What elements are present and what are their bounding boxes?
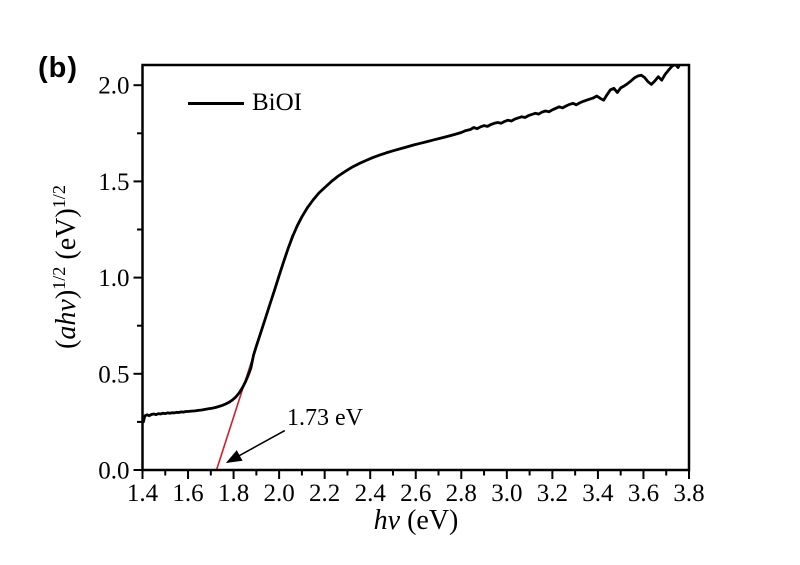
svg-text:3.6: 3.6 (628, 480, 659, 507)
svg-text:1.0: 1.0 (98, 265, 129, 292)
figure-panel-label: (b) (38, 52, 79, 84)
legend: BiOI (188, 90, 302, 116)
svg-text:3.0: 3.0 (491, 480, 522, 507)
svg-text:1.8: 1.8 (218, 480, 249, 507)
svg-text:2.0: 2.0 (264, 480, 295, 507)
svg-text:2.2: 2.2 (309, 480, 340, 507)
legend-series-label: BiOI (252, 89, 302, 116)
x-axis-title: hv (eV) (373, 505, 459, 536)
svg-text:3.2: 3.2 (537, 480, 568, 507)
svg-text:2.0: 2.0 (98, 73, 129, 100)
svg-text:2.4: 2.4 (355, 480, 387, 507)
legend-line-swatch (188, 101, 244, 105)
svg-text:0.0: 0.0 (98, 458, 129, 485)
svg-text:2.6: 2.6 (400, 480, 431, 507)
svg-text:3.8: 3.8 (673, 480, 704, 507)
svg-text:1.4: 1.4 (127, 480, 159, 507)
y-axis-title: (ahv)1/2 (eV)1/2 (48, 185, 83, 349)
band-gap-annotation: 1.73 eV (287, 405, 363, 431)
svg-text:1.5: 1.5 (98, 169, 129, 196)
svg-text:0.5: 0.5 (98, 361, 129, 388)
svg-text:1.6: 1.6 (172, 480, 203, 507)
svg-text:3.4: 3.4 (582, 480, 614, 507)
svg-text:2.8: 2.8 (446, 480, 477, 507)
